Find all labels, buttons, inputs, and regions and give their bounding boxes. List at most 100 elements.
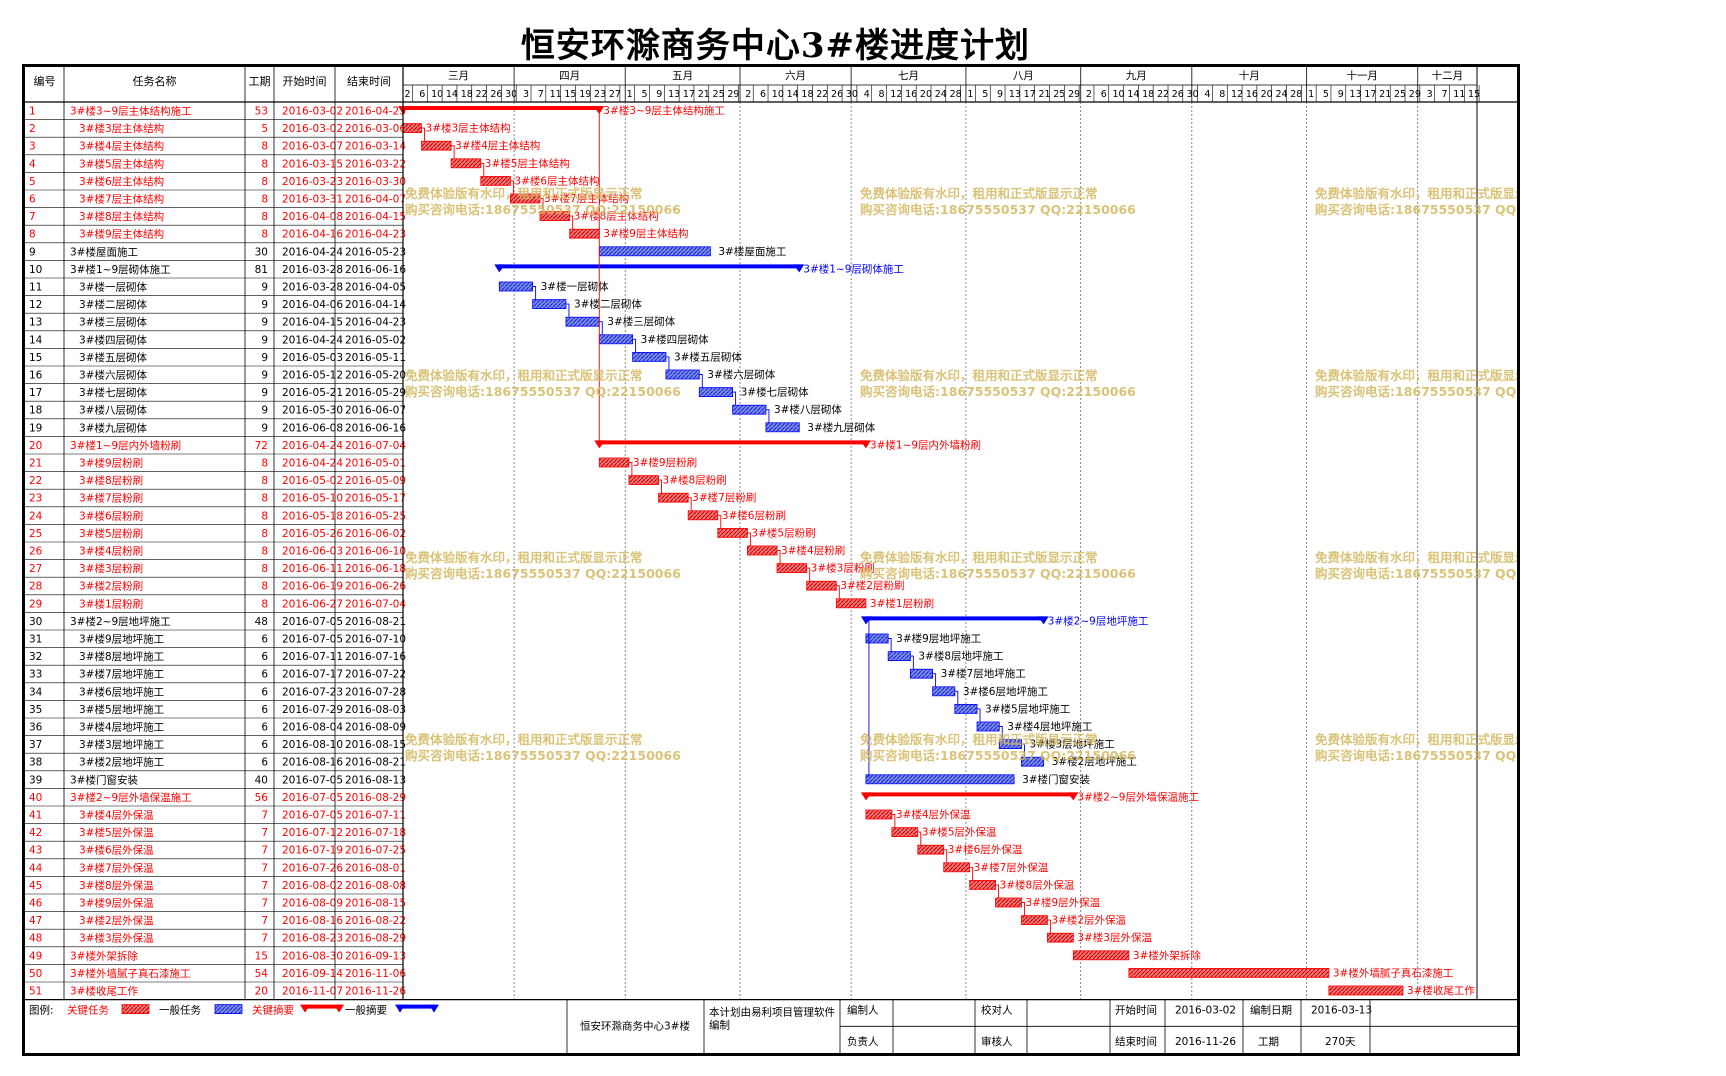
day-tick-label: 22: [476, 89, 488, 100]
cell-name: 3#楼外架拆除: [70, 949, 138, 962]
watermark-line2: 购买咨询电话:18675550537 QQ:22150066: [405, 748, 681, 763]
watermark-line1: 免费体验版有水印，租用和正式版显示正常: [1315, 732, 1517, 747]
cell-name: 3#楼二层砌体: [79, 298, 147, 311]
column-header: 编号: [34, 74, 56, 88]
summary-bar: [499, 264, 800, 269]
cell-duration: 20: [255, 986, 268, 998]
bar-label: 3#楼2层外保温: [1051, 914, 1126, 927]
dependency-link: [891, 814, 896, 828]
bar-label: 3#楼8层地坪施工: [918, 650, 1003, 663]
cell-end: 2016-05-20: [345, 370, 406, 382]
dependency-link: [917, 831, 922, 846]
bar-label: 3#楼2~9层地坪施工: [1048, 614, 1149, 627]
day-tick-label: 4: [1204, 89, 1210, 100]
cell-name: 3#楼5层粉刷: [79, 527, 143, 540]
day-tick-label: 6: [1101, 89, 1107, 100]
cell-id: 39: [29, 774, 42, 786]
cell-start: 2016-05-18: [282, 510, 343, 522]
day-tick-label: 2: [404, 89, 410, 100]
task-bar: [891, 827, 919, 837]
cell-name: 3#楼3层主体结构: [79, 122, 164, 135]
cell-start: 2016-07-05: [282, 774, 343, 786]
cell-id: 17: [29, 387, 42, 399]
dependency-link: [969, 866, 974, 881]
cell-duration: 6: [261, 634, 268, 646]
day-tick-label: 17: [1024, 89, 1036, 100]
cell-start: 2016-09-14: [282, 968, 343, 980]
cell-end: 2016-08-15: [345, 898, 406, 910]
cell-id: 9: [29, 246, 36, 258]
day-tick-label: 14: [787, 89, 799, 100]
cell-id: 2: [29, 123, 36, 135]
cell-id: 5: [29, 176, 36, 188]
task-bar: [658, 492, 689, 503]
task-bar: [628, 475, 659, 486]
day-tick-label: 12: [1231, 89, 1243, 100]
cell-id: 32: [29, 651, 42, 663]
cell-start: 2016-03-02: [282, 106, 343, 118]
cell-start: 2016-07-05: [282, 634, 343, 646]
watermark-line2: 购买咨询电话:18675550537 QQ:22150066: [860, 748, 1136, 763]
cell-duration: 8: [261, 581, 268, 593]
cell-duration: 6: [261, 722, 268, 734]
cell-id: 40: [29, 792, 42, 804]
cell-duration: 7: [261, 827, 268, 839]
cell-end: 2016-04-07: [345, 194, 406, 206]
cell-name: 3#楼2~9层地坪施工: [70, 615, 171, 628]
cell-duration: 8: [261, 141, 268, 153]
cell-end: 2016-05-09: [345, 475, 406, 487]
bar-label: 3#楼6层外保温: [948, 843, 1023, 856]
dependency-link: [943, 849, 948, 863]
cell-start: 2016-04-24: [282, 458, 343, 470]
cell-start: 2016-08-02: [282, 880, 343, 892]
legend-normal-summary-marker: [429, 1004, 439, 1013]
cell-duration: 6: [261, 686, 268, 698]
cell-start: 2016-04-06: [282, 299, 343, 311]
cell-end: 2016-07-10: [345, 634, 406, 646]
cell-end: 2016-07-28: [345, 686, 406, 698]
column-header: 任务名称: [133, 74, 177, 88]
bar-label: 3#楼4层外保温: [896, 808, 971, 821]
day-tick-label: 22: [816, 89, 828, 100]
bar-label: 3#楼门窗安装: [1022, 773, 1090, 786]
cell-end: 2016-08-29: [345, 933, 406, 945]
cell-start: 2016-04-15: [282, 317, 343, 329]
cell-start: 2016-08-09: [282, 898, 343, 910]
cell-name: 3#楼屋面施工: [70, 245, 138, 258]
watermark-line1: 免费体验版有水印，租用和正式版显示正常: [860, 186, 1098, 201]
legend-normal-summary-label: 一般摘要: [345, 1004, 387, 1017]
cell-name: 3#楼6层主体结构: [79, 175, 164, 188]
summary-start-marker: [594, 440, 606, 449]
cell-start: 2016-07-05: [282, 616, 343, 628]
cell-id: 11: [29, 282, 42, 294]
day-tick-label: 26: [831, 89, 843, 100]
cell-name: 3#楼八层砌体: [79, 404, 147, 417]
day-tick-label: 1: [627, 89, 633, 100]
cell-duration: 7: [261, 845, 268, 857]
bar-label: 3#楼6层粉刷: [722, 509, 786, 522]
cell-id: 8: [29, 229, 36, 241]
cell-name: 3#楼7层地坪施工: [79, 668, 164, 681]
cell-id: 26: [29, 546, 43, 558]
cell-end: 2016-08-13: [345, 774, 406, 786]
cell-end: 2016-07-16: [345, 651, 406, 663]
bar-label: 3#楼二层砌体: [574, 298, 642, 311]
cell-duration: 6: [261, 704, 268, 716]
bar-label: 3#楼2层粉刷: [840, 579, 904, 592]
bar-label: 3#楼9层外保温: [1025, 896, 1100, 909]
task-bar: [698, 387, 734, 398]
cell-duration: 8: [261, 211, 268, 223]
cell-start: 2016-03-23: [282, 176, 343, 188]
dependency-link: [665, 356, 670, 370]
cell-start: 2016-06-19: [282, 581, 343, 593]
month-label: 六月: [785, 70, 806, 82]
cell-start: 2016-04-24: [282, 246, 343, 258]
cell-duration: 9: [261, 352, 268, 364]
day-tick-label: 3: [1427, 89, 1433, 100]
month-label: 三月: [448, 70, 469, 82]
cell-name: 3#楼9层粉刷: [79, 457, 143, 470]
day-tick-label: 3: [523, 89, 529, 100]
task-bar: [969, 880, 996, 890]
day-tick-label: 10: [772, 89, 784, 100]
